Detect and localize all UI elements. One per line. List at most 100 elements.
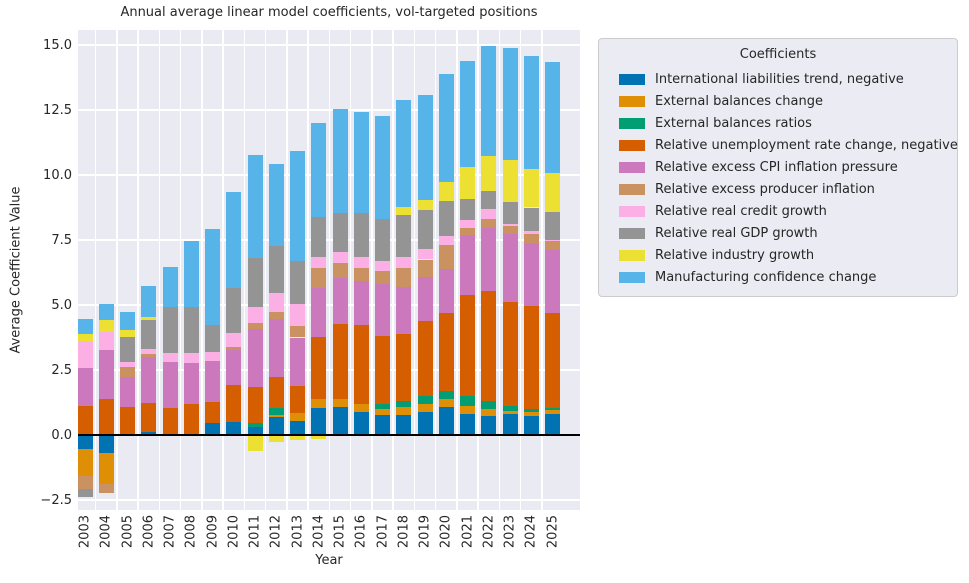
bar-segment-2010 xyxy=(226,191,242,289)
legend-label: Relative real credit growth xyxy=(655,203,827,219)
bar-segment-2008 xyxy=(183,353,199,363)
x-tick-label-2003: 2003 xyxy=(77,515,93,549)
bar-segment-2025 xyxy=(545,241,560,250)
y-tick-label: 12.5 xyxy=(43,102,72,118)
bar-segment-2007 xyxy=(162,353,178,362)
legend-label: Relative excess producer inflation xyxy=(655,181,875,197)
bar-segment-2013 xyxy=(290,435,305,440)
x-tick-label-2007: 2007 xyxy=(162,515,178,549)
x-tick-label-2009: 2009 xyxy=(205,515,220,549)
bar-segment-2024 xyxy=(523,242,539,307)
y-axis-label: Average Coefficient Value xyxy=(8,186,24,354)
bar-segment-2010 xyxy=(226,421,242,435)
bar-segment-2016 xyxy=(353,324,369,404)
vertical-gridline xyxy=(201,30,203,510)
y-tick-label: 0.0 xyxy=(51,427,72,443)
bar-segment-2003 xyxy=(77,435,93,450)
horizontal-gridline xyxy=(78,44,580,46)
x-tick-label-2019: 2019 xyxy=(417,515,433,549)
bar-segment-2010 xyxy=(226,333,242,347)
bar-segment-2019 xyxy=(417,95,433,200)
bar-segment-2005 xyxy=(120,361,135,367)
bar-segment-2017 xyxy=(375,335,390,405)
bar-segment-2013 xyxy=(290,337,305,386)
bar-segment-2016 xyxy=(353,412,369,435)
vertical-gridline xyxy=(94,30,97,510)
bar-segment-2012 xyxy=(268,311,284,320)
bar-segment-2019 xyxy=(417,277,433,321)
bar-segment-2008 xyxy=(183,241,199,307)
bar-segment-2021 xyxy=(460,60,475,167)
bar-segment-2024 xyxy=(523,56,539,169)
x-axis-label: Year xyxy=(315,553,343,568)
bar-segment-2022 xyxy=(481,290,497,401)
bar-segment-2014 xyxy=(311,288,327,337)
bar-segment-2024 xyxy=(523,234,539,243)
bar-segment-2004 xyxy=(98,303,114,321)
bar-segment-2018 xyxy=(396,334,412,402)
bar-segment-2022 xyxy=(481,227,497,291)
bar-segment-2024 xyxy=(523,409,539,412)
bar-segment-2025 xyxy=(545,173,560,212)
bar-segment-2019 xyxy=(417,199,433,211)
bar-segment-2015 xyxy=(332,262,348,278)
bar-segment-2019 xyxy=(417,210,433,249)
bar-segment-2023 xyxy=(502,410,518,415)
bar-segment-2025 xyxy=(545,211,560,240)
bar-segment-2014 xyxy=(311,268,327,289)
bar-segment-2006 xyxy=(141,356,157,404)
x-tick-label-2016: 2016 xyxy=(353,515,369,549)
bar-segment-2015 xyxy=(332,323,348,400)
vertical-gridline xyxy=(116,30,118,510)
bar-segment-2025 xyxy=(545,240,560,242)
x-tick-label-2012: 2012 xyxy=(268,515,284,549)
vertical-gridline xyxy=(349,30,352,510)
bar-segment-2025 xyxy=(545,313,560,408)
y-tick-label: −2.5 xyxy=(40,492,72,508)
x-tick-label-2021: 2021 xyxy=(460,515,475,549)
bar-segment-2017 xyxy=(375,284,390,336)
bar-segment-2014 xyxy=(311,435,327,439)
bar-segment-2021 xyxy=(460,228,475,236)
x-tick-label-2018: 2018 xyxy=(396,515,412,549)
legend-item: Relative unemployment rate change, negat… xyxy=(609,134,958,156)
legend-item: Manufacturing confidence change xyxy=(609,266,947,288)
bar-segment-2011 xyxy=(247,154,263,259)
bar-segment-2020 xyxy=(438,245,454,270)
bar-segment-2014 xyxy=(311,408,327,435)
bar-segment-2005 xyxy=(120,376,135,407)
legend-label: External balances change xyxy=(655,93,823,109)
bar-segment-2021 xyxy=(460,395,475,406)
bar-segment-2011 xyxy=(247,435,263,452)
bar-segment-2011 xyxy=(247,422,263,427)
vertical-gridline xyxy=(519,30,522,510)
x-tick-label-2017: 2017 xyxy=(375,515,390,549)
bar-segment-2003 xyxy=(77,367,93,406)
bar-segment-2011 xyxy=(247,426,263,435)
bar-segment-2022 xyxy=(481,400,497,409)
bar-segment-2005 xyxy=(120,406,135,435)
bar-segment-2021 xyxy=(460,295,475,396)
x-tick-label-2011: 2011 xyxy=(247,515,263,549)
bar-segment-2003 xyxy=(77,489,93,498)
bar-segment-2021 xyxy=(460,235,475,296)
chart-title: Annual average linear model coefficients… xyxy=(120,5,538,20)
bar-segment-2005 xyxy=(120,336,135,362)
bar-segment-2006 xyxy=(141,348,157,355)
legend-item: Relative industry growth xyxy=(609,244,947,266)
bar-segment-2025 xyxy=(545,410,560,414)
bar-segment-2016 xyxy=(353,256,369,268)
bar-segment-2012 xyxy=(268,245,284,294)
bar-segment-2009 xyxy=(205,360,220,402)
vertical-gridline xyxy=(498,30,501,510)
bar-segment-2013 xyxy=(290,413,305,421)
bar-segment-2014 xyxy=(311,256,327,269)
bar-segment-2003 xyxy=(77,449,93,477)
bar-segment-2020 xyxy=(438,407,454,435)
bar-segment-2012 xyxy=(268,435,284,442)
bar-segment-2023 xyxy=(502,225,518,234)
bar-segment-2019 xyxy=(417,396,433,404)
x-tick-label-2025: 2025 xyxy=(545,515,560,549)
bar-segment-2004 xyxy=(98,453,114,485)
vertical-gridline xyxy=(222,30,224,510)
